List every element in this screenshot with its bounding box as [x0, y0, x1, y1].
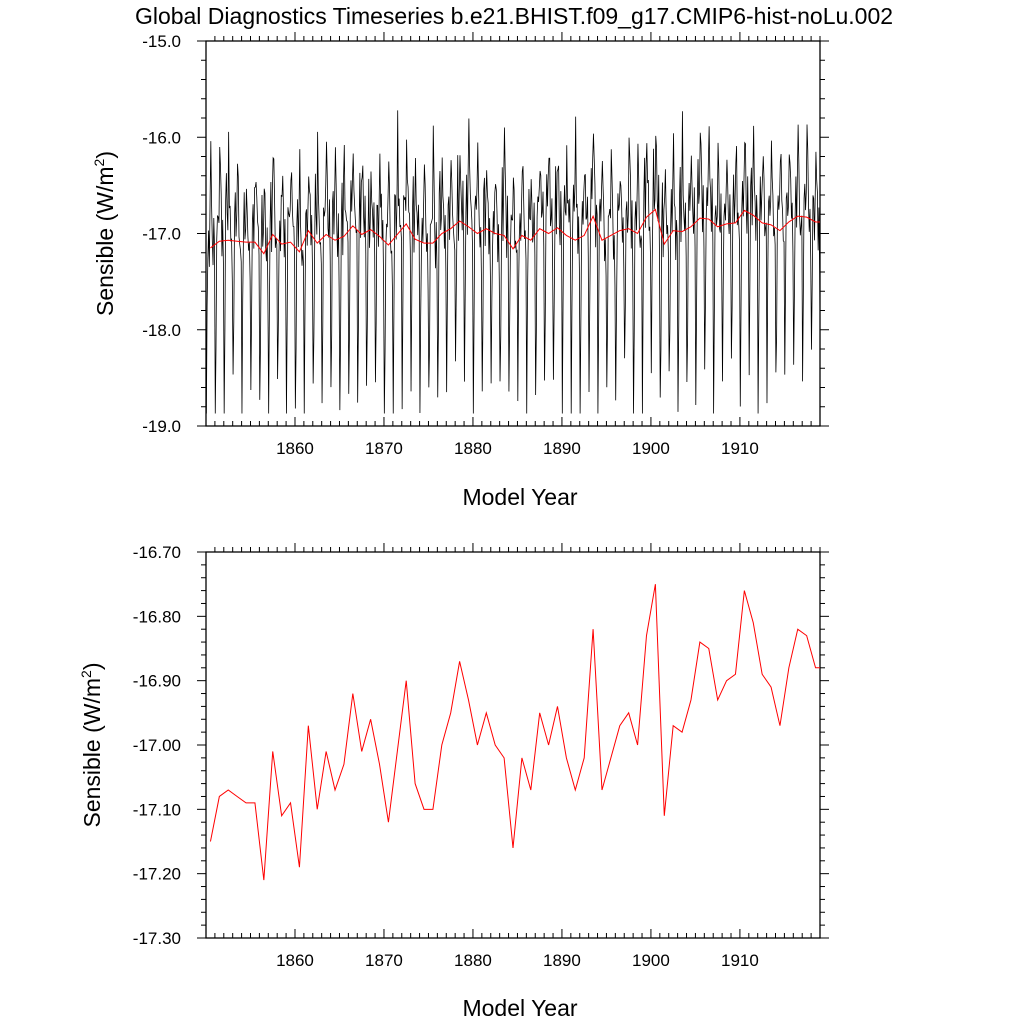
top-x-tick-label: 1910 [721, 439, 759, 458]
top-x-tick-label: 1900 [632, 439, 670, 458]
bottom-y-axis-label: Sensible (W/m2) [78, 662, 105, 827]
chart-title: Global Diagnostics Timeseries b.e21.BHIS… [135, 3, 893, 29]
top-x-axis: 1860 1870 1880 1890 1900 1910 [214, 32, 821, 458]
bottom-y-tick-label: -17.10 [133, 800, 181, 819]
top-x-tick-label: 1890 [543, 439, 581, 458]
top-x-tick-label: 1870 [365, 439, 403, 458]
bottom-y-axis: -16.70 -16.80 -16.90 -17.00 -17.10 -17.20 -17.… [133, 543, 829, 948]
top-y-axis: -15.0 -16.0 -17.0 -18.0 -19.0 [142, 32, 829, 436]
top-y-tick-label: -18.0 [142, 321, 181, 340]
bottom-x-tick-label: 1900 [632, 951, 670, 970]
bottom-x-tick-label: 1860 [276, 951, 314, 970]
bottom-x-tick-label: 1870 [365, 951, 403, 970]
bottom-plot-frame [205, 551, 821, 939]
bottom-y-tick-label: -17.00 [133, 736, 181, 755]
top-y-tick-label: -16.0 [142, 128, 181, 147]
bottom-y-tick-label: -16.90 [133, 672, 181, 691]
bottom-y-tick-label: -16.70 [133, 543, 181, 562]
top-annual-series-line [210, 208, 820, 255]
bottom-x-tick-label: 1890 [543, 951, 581, 970]
top-y-tick-label: -17.0 [142, 225, 181, 244]
top-panel: 1860 1870 1880 1890 1900 1910-15.0-16.0-17.0-… [91, 32, 829, 510]
top-y-tick-label: -19.0 [142, 417, 181, 436]
top-monthly-series-line [206, 110, 820, 414]
bottom-x-tick-label: 1910 [721, 951, 759, 970]
top-y-axis-label: Sensible (W/m2) [91, 151, 118, 316]
bottom-x-axis-label: Model Year [462, 995, 577, 1021]
bottom-x-tick-label: 1880 [454, 951, 492, 970]
bottom-x-axis: 1860 1870 1880 1890 1900 1910 [214, 543, 821, 970]
bottom-y-tick-label: -16.80 [133, 607, 181, 626]
top-x-tick-label: 1860 [276, 439, 314, 458]
bottom-y-tick-label: -17.20 [133, 865, 181, 884]
top-y-tick-label: -15.0 [142, 32, 181, 51]
bottom-panel: 1860 1870 1880 1890 1900 1910-16.70-16.80-16.… [78, 543, 829, 1021]
top-x-tick-label: 1880 [454, 439, 492, 458]
bottom-y-tick-label: -17.30 [133, 929, 181, 948]
top-x-axis-label: Model Year [462, 484, 577, 510]
bottom-annual-series-line [209, 584, 820, 881]
